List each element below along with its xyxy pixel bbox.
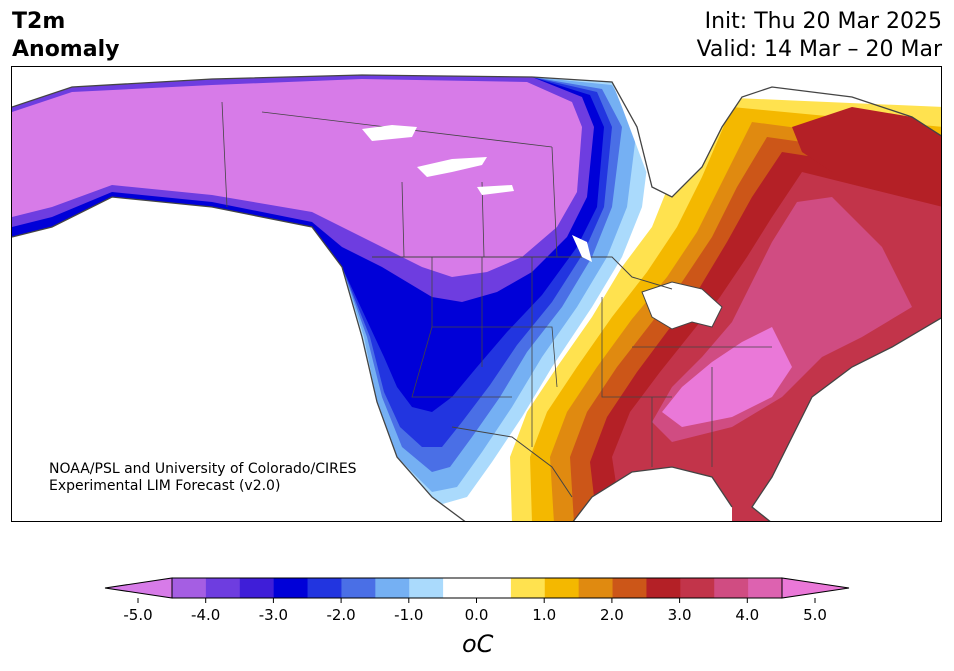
colorbar-swatch (578, 578, 614, 598)
valid-range: Valid: 14 Mar – 20 Mar (696, 37, 942, 62)
colorbar-swatch (477, 578, 512, 598)
map-canvas (12, 67, 941, 521)
colorbar-swatches (171, 577, 783, 599)
colorbar-tick-label: 0.0 (465, 606, 489, 624)
colorbar-tick-label: -5.0 (123, 606, 152, 624)
colorbar-tick-label: 3.0 (668, 606, 692, 624)
great-bear-lake (362, 125, 417, 141)
west-coastline (12, 196, 466, 521)
colorbar-swatch (544, 578, 580, 598)
colorbar-tick-label: 2.0 (600, 606, 624, 624)
colorbar-swatch (239, 578, 275, 598)
colorbar-swatch (375, 578, 410, 598)
credit-text: NOAA/PSL and University of Colorado/CIRE… (49, 461, 357, 495)
lake-athabasca (477, 185, 514, 195)
colorbar-tick-label: 4.0 (735, 606, 759, 624)
warm-region-hudson-east (792, 107, 941, 187)
colorbar: -5.0 -4.0 -3.0 -2.0 -1.0 0.0 1.0 2.0 3.0 4.0 5.0 (104, 577, 850, 624)
gulf-of-mexico (573, 467, 732, 521)
colorbar-tick-label: -3.0 (259, 606, 288, 624)
state-lines (411, 257, 772, 467)
coastline (12, 74, 941, 198)
cold-region-core (12, 79, 582, 277)
atlantic-ocean (752, 318, 941, 521)
great-lakes (641, 281, 723, 330)
east-coastline (572, 317, 941, 521)
colorbar-tick-label: -1.0 (394, 606, 423, 624)
colorbar-swatch (646, 578, 681, 598)
init-date: Init: Thu 20 Mar 2025 (704, 9, 942, 34)
colorbar-swatch (510, 578, 546, 598)
province-lines (221, 101, 558, 258)
colorbar-tick-label: -2.0 (326, 606, 355, 624)
anomaly-map (11, 66, 942, 522)
title-line-2: Anomaly (12, 37, 120, 62)
colorbar-swatch (341, 578, 376, 598)
colorbar-tick-label: 5.0 (803, 606, 827, 624)
colorbar-right-arrow (781, 577, 850, 599)
mexico-border (451, 426, 573, 498)
colorbar-swatch (748, 578, 783, 598)
forecast-dates: Init: Thu 20 Mar 2025 Valid: 14 Mar – 20… (697, 8, 942, 64)
lake-winnipeg (572, 235, 592, 262)
pacific-ocean (12, 197, 465, 521)
colorbar-swatch (680, 578, 715, 598)
hudson-bay (612, 67, 742, 197)
us-canada-border (372, 256, 673, 290)
colorbar-swatch (205, 578, 241, 598)
colorbar-swatch (409, 578, 444, 598)
colorbar-swatch (273, 578, 309, 598)
colorbar-left-arrow (104, 577, 173, 599)
colorbar-unit: oC (462, 630, 494, 658)
title-line-1: T2m (12, 9, 66, 34)
credit-line-1: NOAA/PSL and University of Colorado/CIRE… (49, 461, 357, 477)
colorbar-tick-label: -4.0 (191, 606, 220, 624)
credit-line-2: Experimental LIM Forecast (v2.0) (49, 478, 281, 494)
colorbar-ticks: -5.0 -4.0 -3.0 -2.0 -1.0 0.0 1.0 2.0 3.0 4.0 5.0 (123, 598, 827, 624)
colorbar-swatch (172, 578, 207, 598)
colorbar-tick-label: 1.0 (532, 606, 556, 624)
great-slave-lake (417, 157, 487, 177)
warm-region-core (662, 327, 792, 427)
colorbar-swatch (443, 578, 478, 598)
colorbar-swatch (612, 578, 647, 598)
map-title: T2m Anomaly (12, 8, 119, 64)
colorbar-swatch (307, 578, 342, 598)
colorbar-swatch (714, 578, 749, 598)
